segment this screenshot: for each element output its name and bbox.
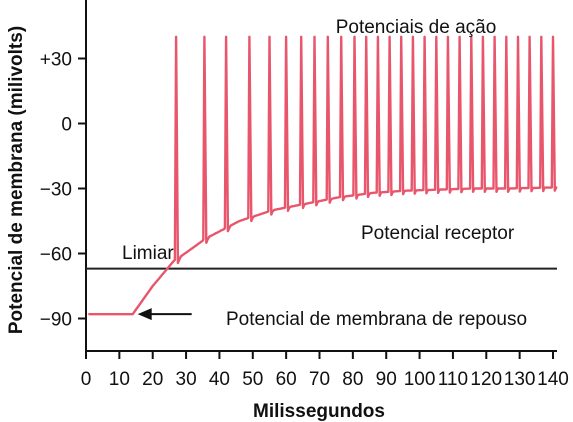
plot-area [86, 35, 558, 321]
action-potentials-label: Potenciais de ação [336, 17, 497, 38]
threshold-label: Limiar [122, 243, 174, 264]
x-tick-label: 100 [404, 369, 436, 390]
x-tick-label: 120 [470, 369, 502, 390]
x-tick-label: 110 [438, 369, 468, 390]
x-axis-title: Milissegundos [253, 401, 385, 422]
x-tick-label: 60 [276, 369, 297, 390]
y-tick-label: −60 [40, 245, 72, 266]
x-tick-label: 50 [242, 369, 263, 390]
resting-arrow-head [137, 308, 152, 321]
x-tick-label: 130 [504, 369, 536, 390]
membrane-potential-trace [88, 35, 558, 316]
y-tick-label: −30 [40, 180, 72, 201]
x-tick-label: 40 [209, 369, 230, 390]
x-tick-label: 20 [142, 369, 163, 390]
y-tick-label: −90 [40, 310, 72, 331]
x-tick-label: 70 [309, 369, 330, 390]
resting-potential-label: Potencial de membrana de repouso [226, 309, 527, 330]
receptor-potential-label: Potencial receptor [361, 223, 515, 244]
x-tick-label: 140 [537, 369, 569, 390]
axes [85, 0, 557, 352]
x-tick-label: 90 [376, 369, 397, 390]
x-tick-label: 30 [176, 369, 197, 390]
y-tick-label: 0 [61, 115, 72, 136]
x-tick-label: 80 [342, 369, 363, 390]
x-axis-ticks: 0 10 20 30 40 50 60 70 80 90 100 110 120 130 140 [81, 351, 569, 390]
y-axis-title: Potencial de membrana (milivolts) [6, 26, 27, 334]
y-axis-ticks: +30 0 −30 −60 −90 [40, 50, 86, 331]
x-tick-label: 10 [109, 369, 130, 390]
y-tick-label: +30 [40, 50, 72, 71]
x-tick-label: 0 [81, 369, 92, 390]
